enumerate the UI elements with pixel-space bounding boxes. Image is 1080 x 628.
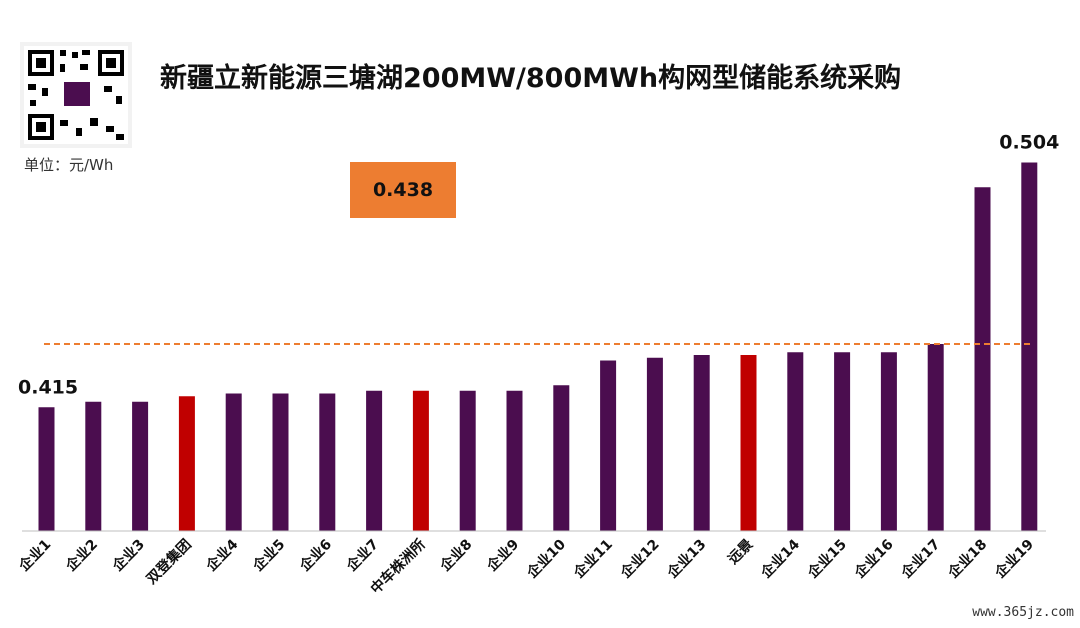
bar-9 — [412, 390, 429, 531]
category-label-4: 双登集团 — [143, 536, 195, 588]
max-value-label: 0.504 — [999, 132, 1059, 154]
bar-18 — [834, 352, 851, 531]
bar-20 — [927, 344, 944, 531]
category-label-3: 企业3 — [109, 536, 148, 575]
category-label-15: 企业13 — [663, 536, 709, 582]
bar-3 — [132, 401, 149, 531]
bars-group — [38, 162, 1038, 531]
average-value-callout: 0.438 — [350, 162, 456, 218]
category-label-17: 企业14 — [757, 536, 803, 582]
category-label-11: 企业9 — [483, 536, 522, 575]
category-label-1: 企业1 — [15, 536, 54, 575]
bar-17 — [787, 352, 804, 531]
bar-7 — [319, 393, 336, 531]
category-label-10: 企业8 — [436, 536, 475, 575]
category-label-18: 企业15 — [804, 536, 850, 582]
bar-15 — [693, 355, 710, 531]
bar-12 — [553, 385, 570, 531]
category-label-8: 企业7 — [343, 536, 382, 575]
bar-13 — [600, 360, 617, 531]
bar-1 — [38, 407, 55, 531]
bar-5 — [225, 393, 242, 531]
category-label-13: 企业11 — [570, 536, 616, 582]
category-label-22: 企业19 — [991, 536, 1037, 582]
qr-code — [20, 42, 132, 148]
category-label-5: 企业4 — [202, 536, 242, 576]
category-label-7: 企业6 — [296, 536, 335, 575]
bar-2 — [85, 401, 102, 531]
bar-22 — [1021, 162, 1038, 531]
bar-14 — [646, 357, 663, 531]
category-label-6: 企业5 — [249, 536, 288, 575]
category-label-20: 企业17 — [897, 536, 943, 582]
bar-4 — [178, 396, 195, 531]
bar-11 — [506, 390, 523, 531]
category-label-21: 企业18 — [944, 536, 990, 582]
bar-19 — [880, 352, 897, 531]
chart-title: 新疆立新能源三塘湖200MW/800MWh构网型储能系统采购 — [160, 63, 902, 94]
category-label-2: 企业2 — [62, 536, 101, 575]
min-value-label: 0.415 — [18, 376, 78, 398]
unit-label: 单位：元/Wh — [24, 156, 114, 174]
bar-21 — [974, 187, 991, 531]
category-label-16: 远景 — [725, 537, 756, 568]
site-watermark: www.365jz.com — [972, 605, 1074, 620]
category-label-14: 企业12 — [616, 536, 662, 582]
bar-6 — [272, 393, 289, 531]
category-label-19: 企业16 — [850, 536, 896, 582]
bar-16 — [740, 355, 757, 531]
bar-8 — [366, 390, 383, 531]
bar-10 — [459, 390, 476, 531]
category-label-12: 企业10 — [523, 536, 569, 582]
